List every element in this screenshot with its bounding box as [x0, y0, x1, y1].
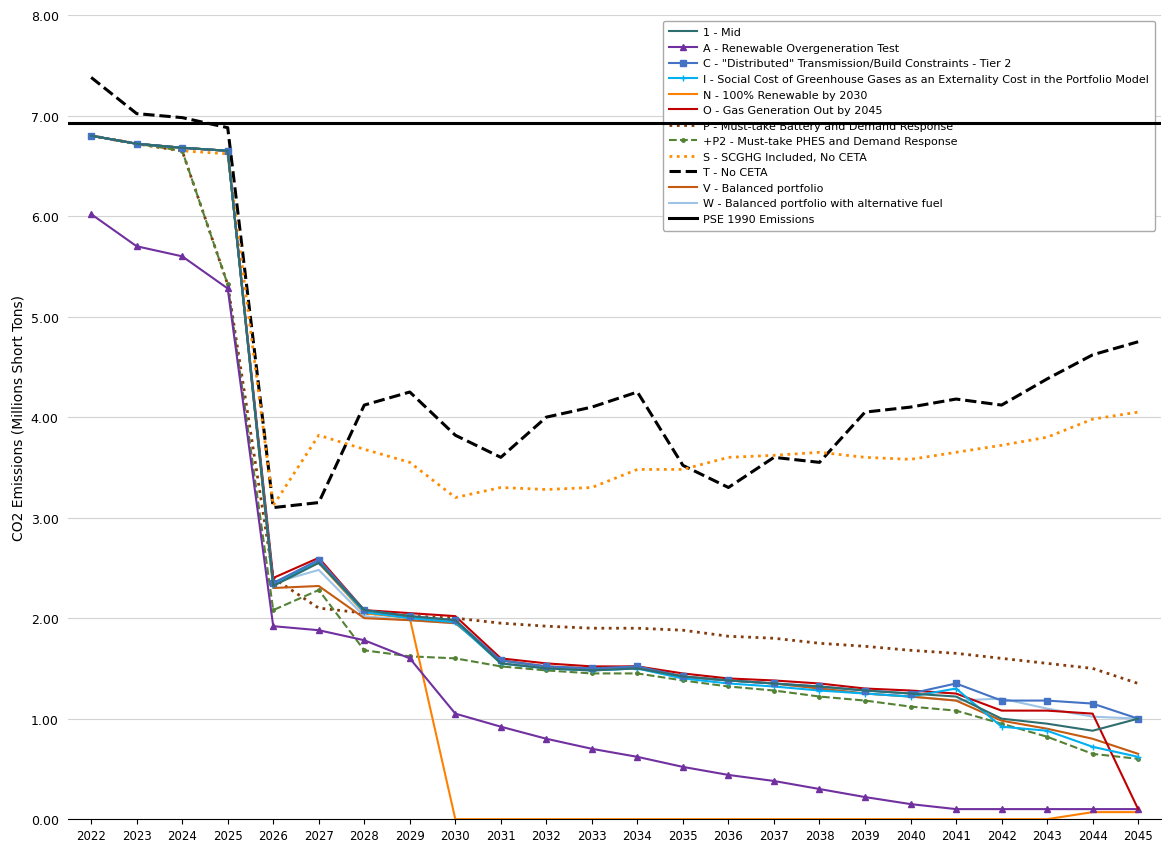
- Y-axis label: CO2 Emissions (Millions Short Tons): CO2 Emissions (Millions Short Tons): [11, 295, 25, 541]
- Legend: 1 - Mid, A - Renewable Overgeneration Test, C - "Distributed" Transmission/Build: 1 - Mid, A - Renewable Overgeneration Te…: [663, 21, 1156, 231]
